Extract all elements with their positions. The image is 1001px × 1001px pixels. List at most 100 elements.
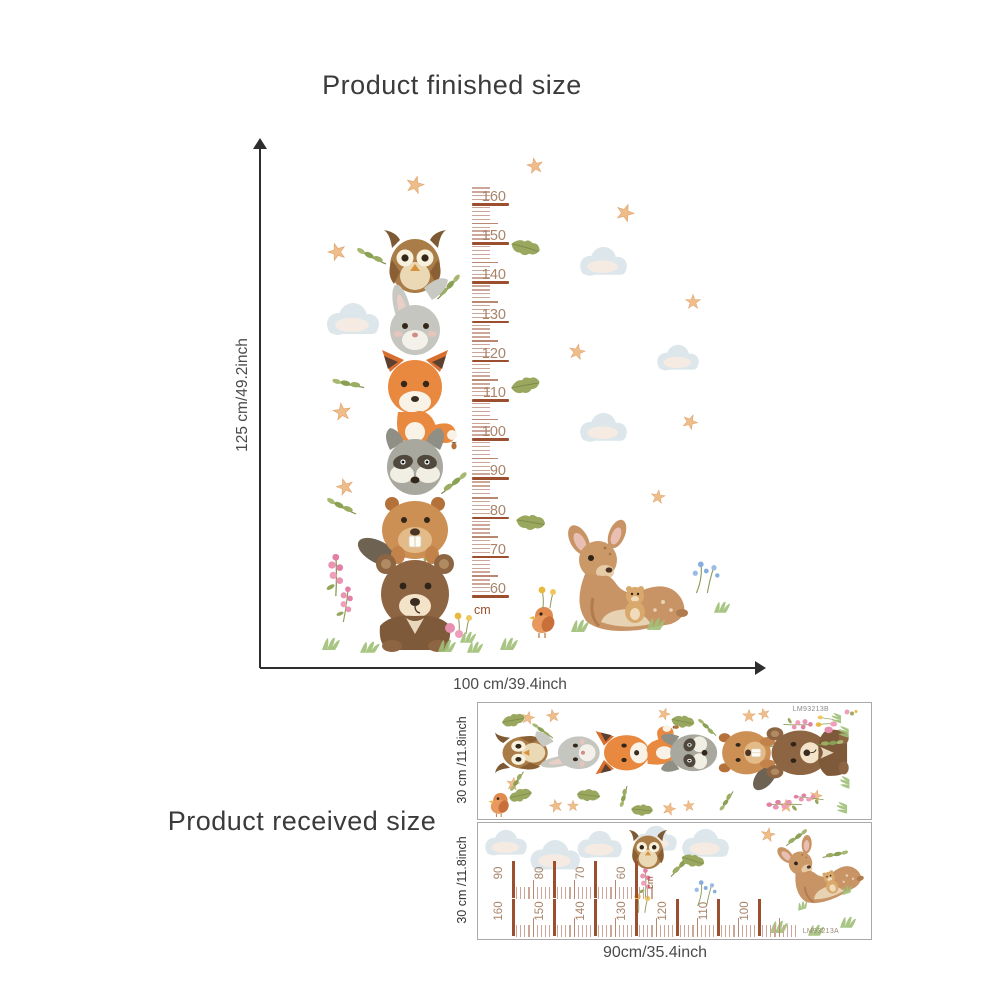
ruler-tick: [557, 925, 559, 937]
ruler-tick: [577, 925, 579, 937]
ruler-number: 140: [481, 267, 506, 284]
ruler-major-tick: [472, 320, 509, 324]
ruler-tick: [725, 925, 727, 937]
ruler-tick: [659, 925, 661, 937]
ruler-tick: [626, 925, 628, 937]
ruler-number: 110: [482, 385, 506, 401]
ruler-tick: [581, 887, 583, 899]
ruler-number: 160: [493, 901, 505, 921]
ruler-tick: [472, 559, 490, 562]
ruler-tick: [472, 536, 498, 538]
ruler-major-tick: [717, 899, 720, 936]
ruler-tick: [472, 293, 490, 295]
ruler-tick: [472, 524, 490, 526]
ruler-major-tick: [512, 899, 515, 936]
ruler-tick: [472, 336, 490, 338]
ruler-tick: [610, 887, 612, 899]
ruler-tick: [472, 312, 490, 315]
ruler-tick: [472, 301, 498, 303]
ruler-major-tick: [472, 203, 509, 206]
ruler-number: 80: [534, 866, 546, 880]
ruler-tick: [472, 583, 490, 585]
ruler-tick: [569, 887, 571, 899]
ruler-tick: [472, 442, 490, 444]
ruler-number: 140: [575, 901, 587, 921]
ruler-tick: [548, 925, 551, 937]
ruler-tick: [472, 493, 490, 495]
ruler-tick: [667, 925, 669, 937]
ruler-tick: [614, 880, 616, 899]
ruler-tick: [581, 925, 583, 937]
ruler-number: 150: [481, 228, 506, 245]
ruler-tick: [472, 571, 490, 573]
ruler-number: 110: [698, 901, 710, 921]
ruler-tick: [729, 925, 731, 937]
growth-ruler: 160 150 140 130 120 110 100 90 80 70 60 cm: [472, 186, 544, 626]
ruler-tick: [472, 520, 490, 522]
ruler-tick: [598, 925, 600, 937]
strip2-sku-code: LM93213A: [802, 928, 839, 935]
ruler-tick: [692, 925, 694, 937]
grass-tuft: [500, 637, 518, 650]
ruler-tick: [472, 410, 490, 413]
ruler-tick: [544, 887, 546, 899]
ruler-tick: [472, 348, 490, 350]
ruler-tick: [651, 925, 653, 937]
ruler-number: 100: [739, 901, 751, 921]
ruler-tick: [614, 918, 616, 937]
ruler-tick: [573, 880, 575, 899]
ruler-tick: [472, 187, 490, 189]
ruler-tick: [472, 289, 490, 291]
received-size-title: Product received size: [167, 806, 437, 836]
ruler-tick: [573, 918, 575, 937]
ruler-tick: [606, 925, 608, 937]
ruler-major-tick: [472, 477, 509, 480]
ruler-tick: [540, 925, 542, 937]
ruler-tick: [472, 222, 498, 225]
ruler-major-tick: [472, 242, 509, 245]
ruler-tick: [472, 540, 490, 542]
ruler-tick: [472, 210, 490, 213]
ruler-tick: [472, 383, 490, 385]
width-dimension-line: [260, 667, 757, 669]
ruler-tick: [472, 328, 490, 330]
ruler-tick: [532, 880, 534, 899]
ruler-tick: [700, 925, 702, 937]
ruler-tick: [536, 887, 538, 899]
ruler-major-tick: [594, 861, 597, 898]
ruler-tick: [565, 887, 567, 899]
ruler-tick: [794, 925, 797, 937]
strip1-pink-flowers: [782, 716, 814, 730]
strip1-bird-icon: [487, 792, 512, 819]
received-ruler-row-100-160: 160 150 140 130 120 110 100: [484, 899, 814, 939]
grass-tuft: [467, 641, 484, 653]
ruler-number: 80: [489, 502, 506, 519]
strip2-height-label: 30 cm /11.8inch: [455, 836, 469, 924]
ruler-major-tick: [472, 555, 509, 559]
ruler-tick: [472, 426, 490, 428]
ruler-tick: [472, 332, 490, 334]
ruler-tick: [712, 925, 715, 937]
ruler-number: 130: [481, 306, 506, 323]
ruler-tick: [684, 925, 686, 937]
ruler-tick: [643, 887, 645, 899]
ruler-tick: [520, 887, 522, 899]
ruler-tick: [472, 344, 490, 346]
ruler-major-tick: [758, 899, 761, 936]
ruler-tick: [472, 563, 490, 565]
ruler-tick: [472, 246, 490, 248]
ruler-major-tick: [553, 899, 556, 936]
ruler-tick: [472, 489, 490, 491]
ruler-tick: [472, 457, 498, 460]
ruler-tick: [548, 887, 551, 899]
ruler-tick: [472, 461, 490, 464]
ruler-tick: [565, 925, 567, 937]
ruler-tick: [516, 887, 518, 899]
ruler-tick: [557, 887, 559, 899]
blue-flowers: [692, 560, 721, 594]
ruler-tick: [602, 887, 604, 899]
ruler-tick: [472, 395, 490, 397]
ruler-tick: [472, 591, 490, 593]
ruler-major-tick: [472, 281, 509, 284]
ruler-tick: [708, 925, 710, 937]
